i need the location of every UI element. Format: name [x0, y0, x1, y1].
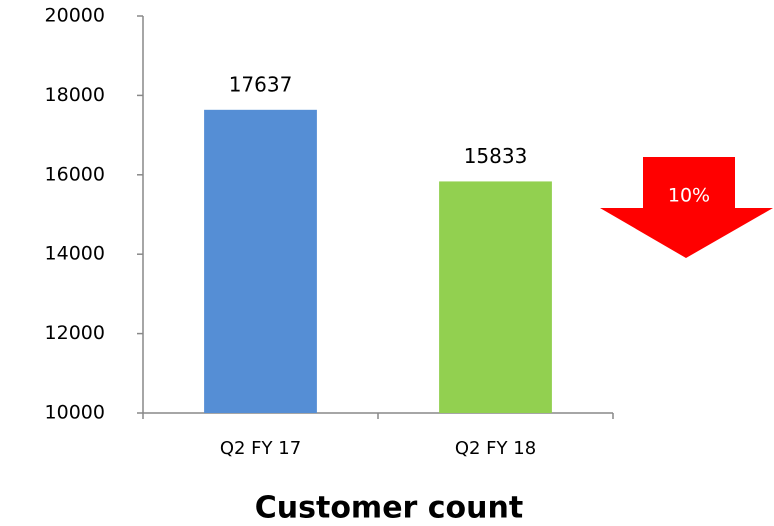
- value-label: 17637: [229, 72, 293, 96]
- y-tick-label: 14000: [45, 243, 105, 265]
- annotation: 10%: [668, 185, 710, 207]
- y-tick-label: 18000: [45, 84, 105, 106]
- bar: [439, 181, 552, 413]
- x-tick-label: Q2 FY 18: [455, 438, 536, 459]
- bar: [204, 109, 317, 413]
- x-tick-label: Q2 FY 17: [220, 438, 301, 459]
- y-tick-label: 16000: [45, 163, 105, 185]
- y-tick-label: 10000: [45, 402, 105, 424]
- y-tick-label: 12000: [45, 322, 105, 344]
- value-label: 15833: [464, 144, 528, 168]
- down-arrow: [600, 157, 773, 258]
- x-axis-title: Customer count: [255, 491, 523, 526]
- y-tick-label: 20000: [45, 5, 105, 27]
